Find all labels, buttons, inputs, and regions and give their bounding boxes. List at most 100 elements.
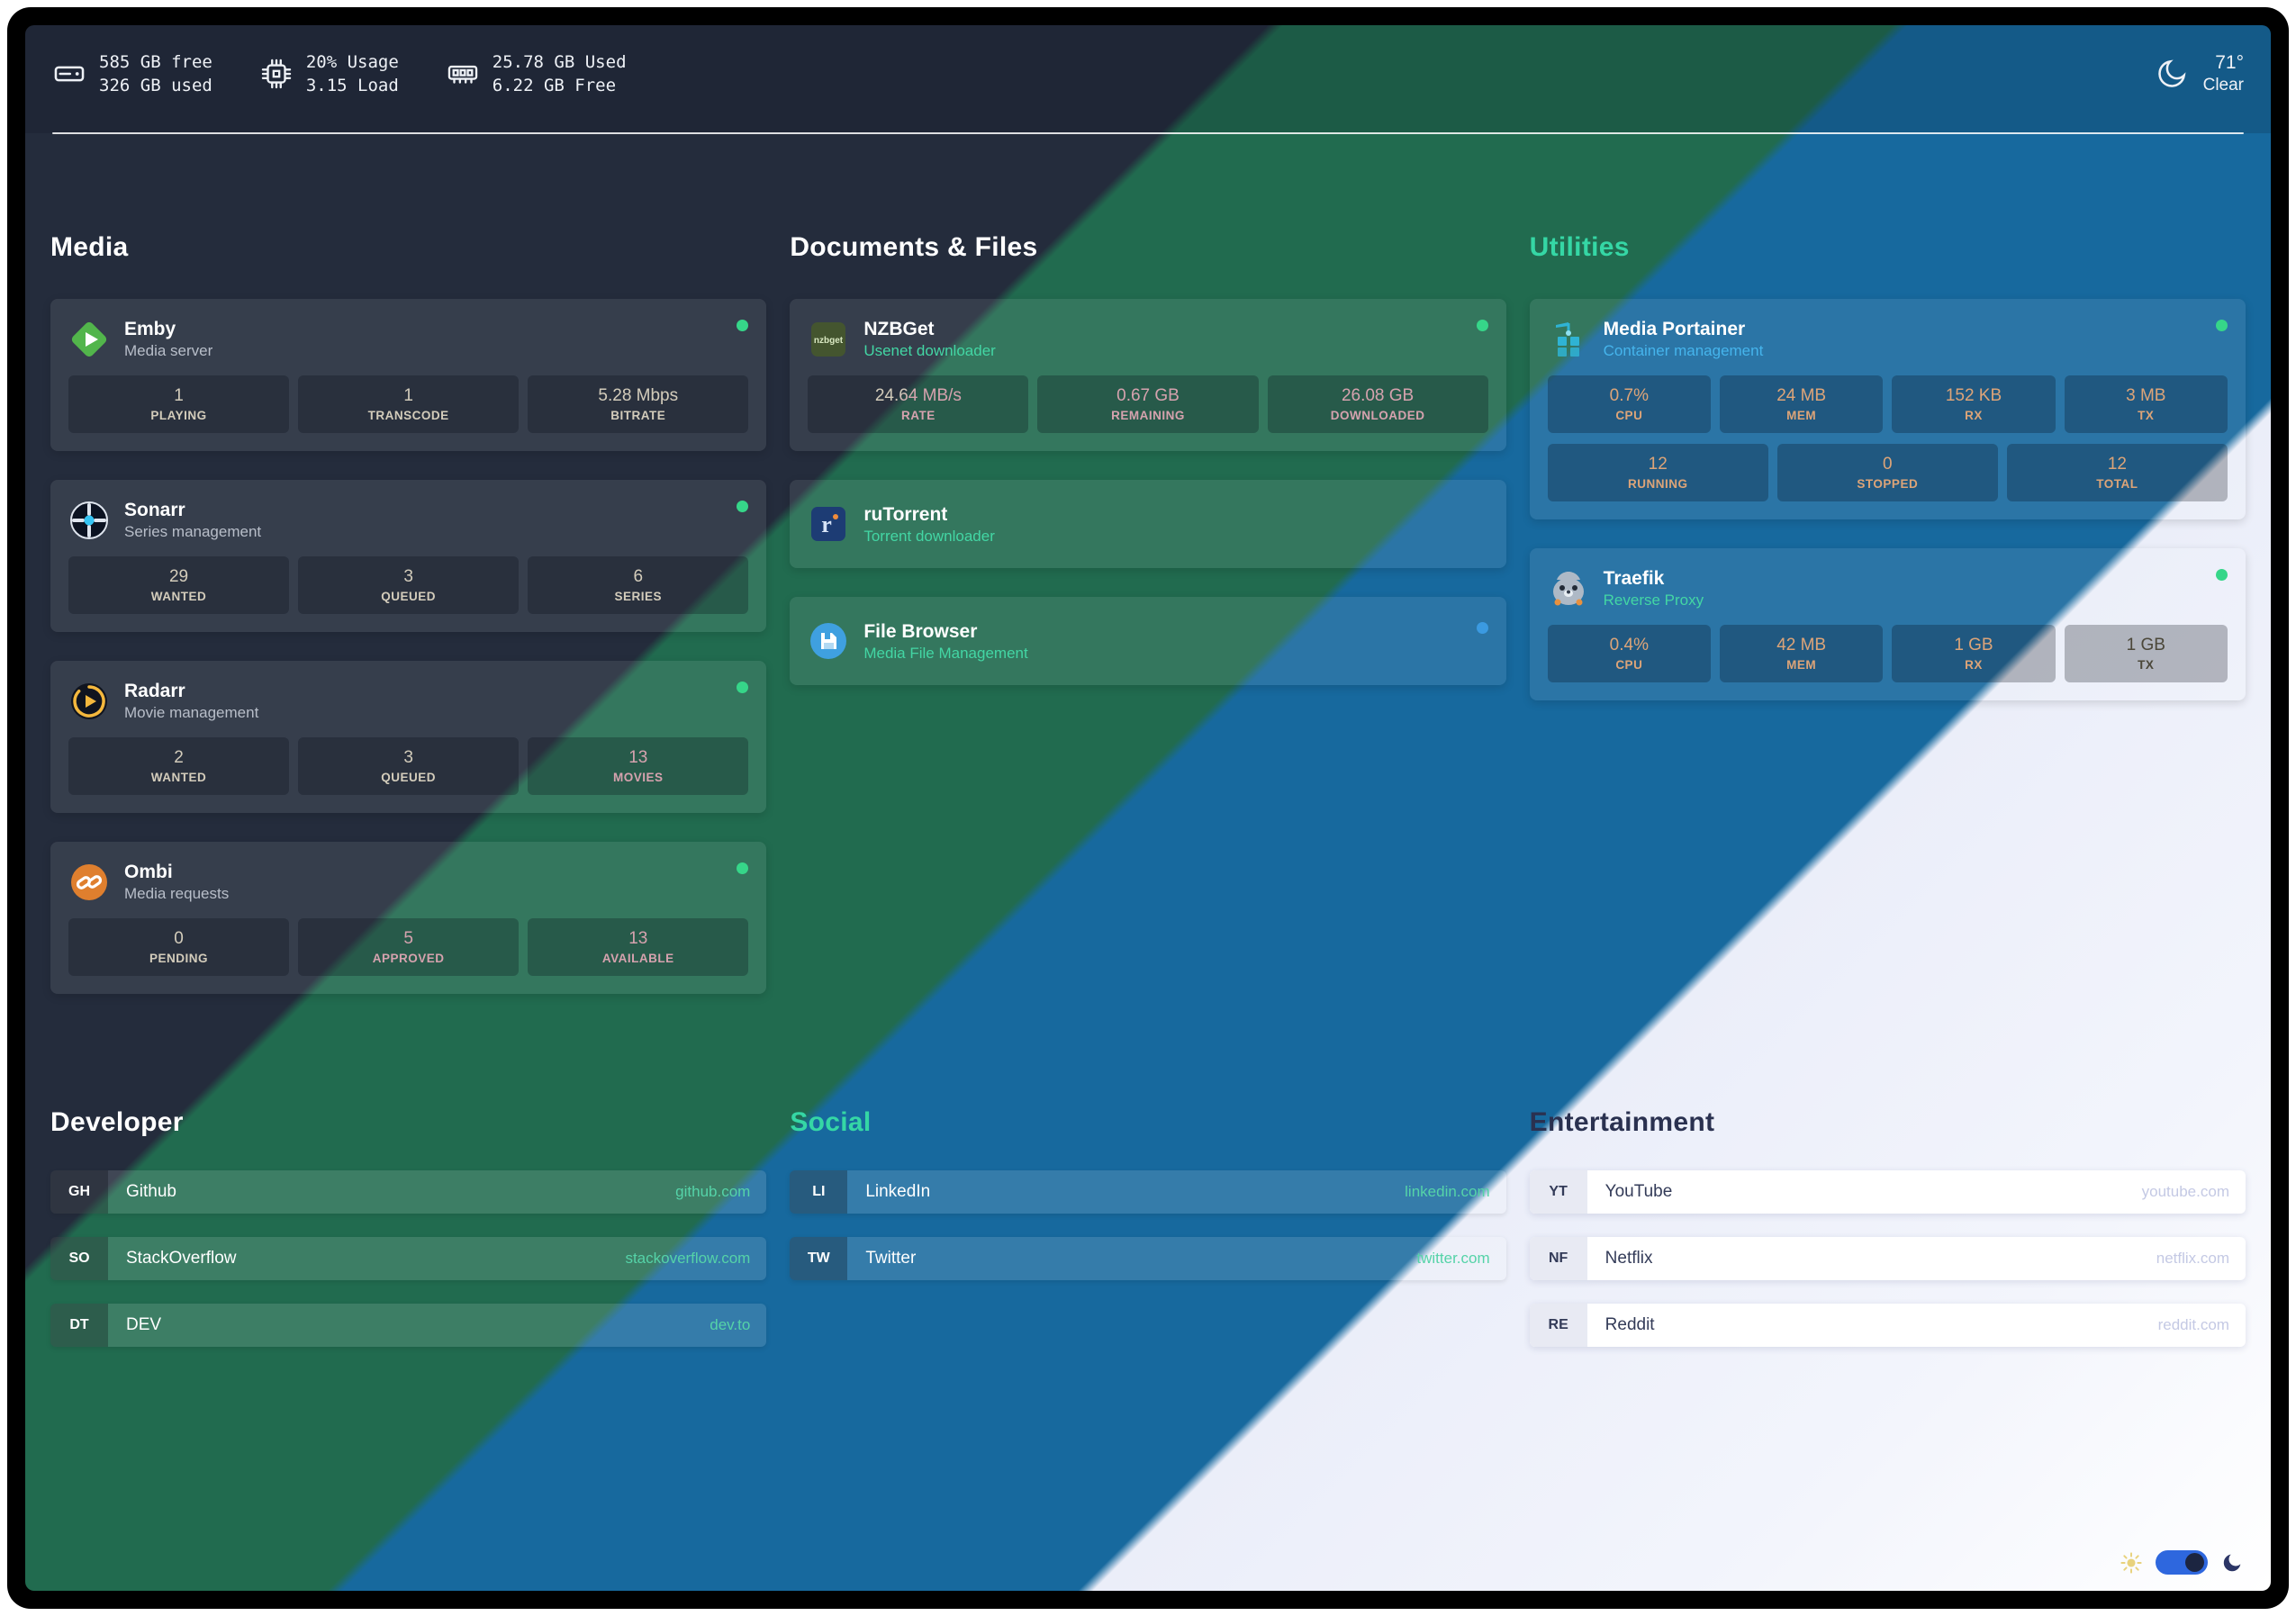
service-name: Radarr xyxy=(124,681,185,701)
service-card-rutorrent[interactable]: r ruTorrent Torrent downloader xyxy=(790,480,1506,568)
link-tag: YT xyxy=(1529,1170,1587,1214)
service-subtitle: Media File Management xyxy=(863,644,1028,662)
link-tag: NF xyxy=(1529,1237,1587,1280)
card-head: File Browser Media File Management xyxy=(808,619,1488,664)
theme-toggle[interactable] xyxy=(2156,1550,2208,1575)
link-name: Reddit xyxy=(1604,1315,1655,1334)
stat-label: BITRATE xyxy=(610,409,666,422)
link-reddit[interactable]: RE Reddit reddit.com xyxy=(1529,1304,2246,1347)
service-card-ombi[interactable]: Ombi Media requests 0 PENDING 5 APPROVED xyxy=(50,842,767,994)
ram-free-text: 6.22 GB Free xyxy=(492,76,617,95)
weather-temperature: 71° xyxy=(2215,52,2244,73)
stat-value: 2 xyxy=(174,748,184,767)
service-card-portainer[interactable]: Media Portainer Container management 0.7… xyxy=(1529,299,2246,519)
status-dot xyxy=(737,682,749,693)
stat-label: MEM xyxy=(1786,409,1817,422)
card-head: Media Portainer Container management xyxy=(1548,317,2228,361)
link-tag: SO xyxy=(50,1237,108,1280)
link-twitter[interactable]: TW Twitter twitter.com xyxy=(790,1237,1506,1280)
link-url: linkedin.com xyxy=(1405,1183,1490,1200)
card-list: nzbget NZBGet Usenet downloader 24.64 MB… xyxy=(790,299,1506,685)
stat-approved: 5 APPROVED xyxy=(298,918,520,976)
stat-downloaded: 26.08 GB DOWNLOADED xyxy=(1267,375,1488,433)
link-name: Twitter xyxy=(865,1249,917,1268)
service-subtitle: Container management xyxy=(1603,342,1764,359)
stat-transcode: 1 TRANSCODE xyxy=(298,375,520,433)
theme-toggle-area xyxy=(2120,1550,2244,1575)
stat-wanted: 2 WANTED xyxy=(68,737,290,795)
link-youtube[interactable]: YT YouTube youtube.com xyxy=(1529,1170,2246,1214)
link-github[interactable]: GH Github github.com xyxy=(50,1170,767,1214)
link-netflix[interactable]: NF Netflix netflix.com xyxy=(1529,1237,2246,1280)
link-linkedin[interactable]: LI LinkedIn linkedin.com xyxy=(790,1170,1506,1214)
link-url: twitter.com xyxy=(1416,1250,1490,1267)
weather-widget: 71° Clear xyxy=(2155,51,2244,96)
moon-icon-filled xyxy=(2223,1554,2241,1571)
service-card-nzbget[interactable]: nzbget NZBGet Usenet downloader 24.64 MB… xyxy=(790,299,1506,451)
radarr-icon xyxy=(68,681,110,722)
status-dot xyxy=(737,501,749,512)
status-dot xyxy=(1476,320,1488,331)
link-list: LI LinkedIn linkedin.com TW Twitter twit… xyxy=(790,1170,1506,1280)
app-text: Radarr Movie management xyxy=(124,679,258,723)
stat-label: AVAILABLE xyxy=(601,952,674,965)
cpu-stats: 20% Usage 3.15 Load xyxy=(259,50,399,97)
ram-stats: 25.78 GB Used 6.22 GB Free xyxy=(446,50,627,97)
cpu-stat-lines: 20% Usage 3.15 Load xyxy=(306,50,399,97)
link-tag: TW xyxy=(790,1237,848,1280)
status-dot xyxy=(2215,320,2228,331)
card-head: r ruTorrent Torrent downloader xyxy=(808,502,1487,546)
service-name: File Browser xyxy=(863,620,978,642)
link-tag: LI xyxy=(790,1170,848,1214)
stat-wanted: 29 WANTED xyxy=(68,556,290,614)
stat-value: 24.64 MB/s xyxy=(874,386,962,405)
card-head: Sonarr Series management xyxy=(68,498,749,542)
link-url: github.com xyxy=(675,1183,751,1200)
service-subtitle: Media server xyxy=(124,342,213,359)
stat-cpu: 0.7% CPU xyxy=(1547,375,1711,433)
stat-value: 12 xyxy=(2107,455,2127,474)
stat-label: CPU xyxy=(1615,409,1643,422)
stat-value: 3 MB xyxy=(2126,386,2166,405)
stat-label: STOPPED xyxy=(1857,477,1919,491)
disk-icon xyxy=(54,66,85,82)
links-grid: Developer GH Github github.com SO StackO… xyxy=(50,1106,2246,1347)
stat-mem: 24 MB MEM xyxy=(1719,375,1884,433)
link-stackoverflow[interactable]: SO StackOverflow stackoverflow.com xyxy=(50,1237,767,1280)
stat-queued: 3 QUEUED xyxy=(298,737,520,795)
disk-free-text: 585 GB free xyxy=(99,52,212,72)
ram-icon xyxy=(447,65,478,84)
service-subtitle: Reverse Proxy xyxy=(1603,591,1704,609)
stat-label: RUNNING xyxy=(1627,477,1688,491)
service-card-traefik[interactable]: Traefik Reverse Proxy 0.4% CPU 42 MB MEM xyxy=(1529,548,2246,700)
service-card-sonarr[interactable]: Sonarr Series management 29 WANTED 3 QUE… xyxy=(50,480,767,632)
app-text: Media Portainer Container management xyxy=(1604,317,1764,361)
stat-stopped: 0 STOPPED xyxy=(1776,444,1998,501)
service-card-filebrowser[interactable]: File Browser Media File Management xyxy=(790,597,1506,685)
stat-label: APPROVED xyxy=(372,952,445,965)
card-list: Emby Media server 1 PLAYING 1 TRANSCODE xyxy=(50,299,767,994)
link-name: YouTube xyxy=(1604,1182,1673,1201)
status-dot xyxy=(737,862,749,874)
stat-movies: 13 MOVIES xyxy=(528,737,749,795)
stat-pending: 0 PENDING xyxy=(68,918,290,976)
link-dev[interactable]: DT DEV dev.to xyxy=(50,1304,767,1347)
sonarr-icon xyxy=(68,500,110,541)
link-url: reddit.com xyxy=(2157,1316,2229,1333)
stat-value: 29 xyxy=(168,567,189,586)
stat-value: 1 GB xyxy=(2126,636,2165,655)
link-url: netflix.com xyxy=(2156,1250,2229,1267)
service-name: Traefik xyxy=(1603,568,1665,589)
app-text: File Browser Media File Management xyxy=(863,619,1027,664)
stat-remaining: 0.67 GB REMAINING xyxy=(1037,375,1259,433)
svg-text:r: r xyxy=(822,511,833,537)
stats-row: 0.7% CPU 24 MB MEM 152 KB RX 3 MB xyxy=(1547,375,2228,433)
service-card-emby[interactable]: Emby Media server 1 PLAYING 1 TRANSCODE xyxy=(50,299,767,451)
stat-rx: 152 KB RX xyxy=(1892,375,2056,433)
link-tag: GH xyxy=(50,1170,108,1214)
service-card-radarr[interactable]: Radarr Movie management 2 WANTED 3 QUEUE… xyxy=(50,661,767,813)
stat-queued: 3 QUEUED xyxy=(298,556,520,614)
service-name: ruTorrent xyxy=(863,503,948,525)
stat-value: 5 xyxy=(403,929,413,948)
emby-icon xyxy=(68,319,110,360)
